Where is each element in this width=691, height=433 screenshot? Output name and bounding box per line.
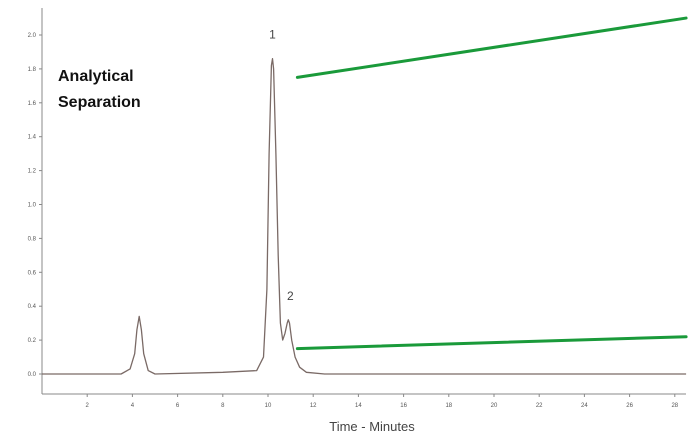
chart-title-line-2: Separation [58,94,141,111]
x-tick-label: 6 [176,403,180,409]
chromatogram-traces [42,58,687,375]
x-axis-ticks: 2 4 6 8 10 12 14 16 18 20 22 24 26 28 [86,394,679,409]
x-tick-label: 24 [581,403,588,409]
x-tick-label: 18 [445,403,452,409]
x-tick-label: 2 [86,403,90,409]
chart-title-line-1: Analytical [58,68,134,85]
x-tick-label: 22 [536,403,543,409]
chromatogram-trace [42,58,687,375]
gradient-lines [295,16,688,351]
x-tick-label: 26 [626,403,633,409]
peak-labels: 12 [269,28,294,303]
x-tick-label: 4 [131,403,135,409]
y-tick-label: 2.0 [28,33,37,39]
x-tick-label: 20 [491,403,498,409]
gradient-line [295,335,688,351]
y-tick-label: 1.6 [28,101,37,107]
y-tick-label: 0.6 [28,270,37,276]
x-tick-label: 8 [221,403,225,409]
x-tick-label: 10 [265,403,272,409]
x-tick-label: 14 [355,403,362,409]
peak-label: 2 [287,289,294,303]
y-tick-label: 0.0 [28,372,37,378]
x-axis-title: Time - Minutes [329,419,415,433]
y-tick-label: 0.4 [28,304,37,310]
y-tick-label: 0.2 [28,338,37,344]
y-tick-label: 1.8 [28,67,37,73]
peak-label: 1 [269,28,276,42]
x-tick-label: 28 [671,403,678,409]
y-tick-label: 1.2 [28,169,37,175]
gradient-line [295,16,688,79]
x-tick-label: 12 [310,403,317,409]
y-axis-ticks: 0.0 0.2 0.4 0.6 0.8 1.0 1.2 1.4 1.6 1.8 2.0 [28,33,42,378]
x-tick-label: 16 [400,403,407,409]
y-tick-label: 1.4 [28,135,37,141]
y-tick-label: 1.0 [28,203,37,209]
y-tick-label: 0.8 [28,236,37,242]
